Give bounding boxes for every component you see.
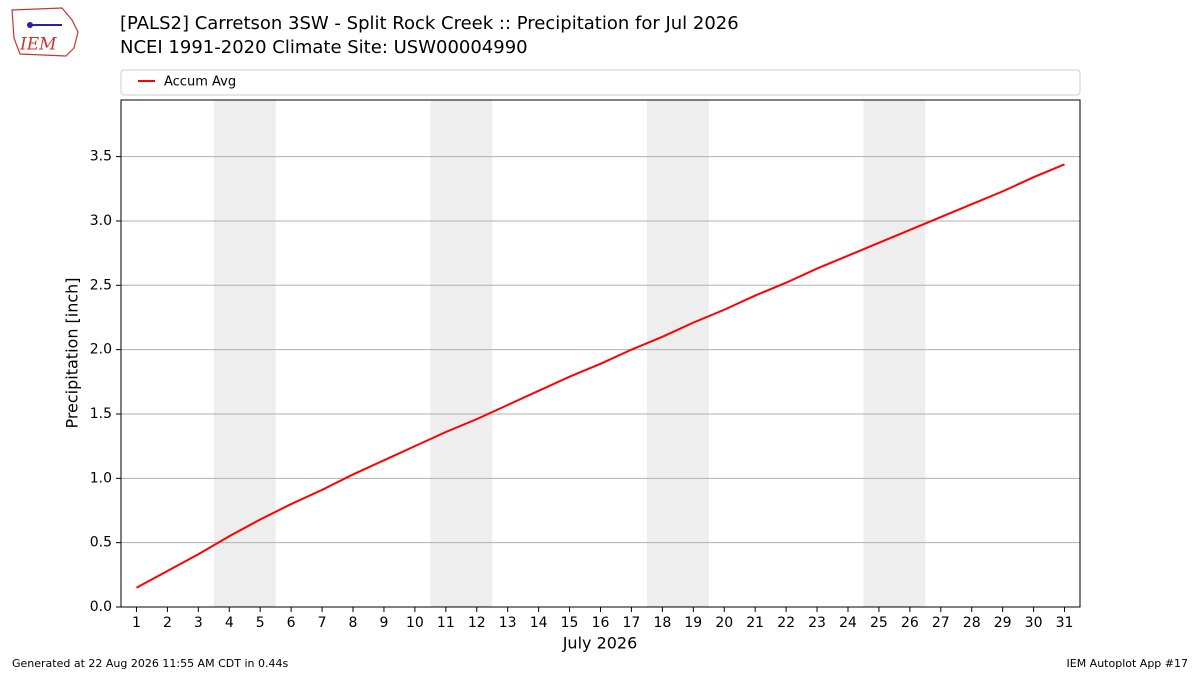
x-tick-label: 10 [406, 615, 424, 631]
x-tick-label: 7 [318, 615, 327, 631]
x-tick-label: 29 [994, 615, 1012, 631]
x-tick-label: 26 [901, 615, 919, 631]
x-tick-label: 20 [715, 615, 733, 631]
y-tick-label: 1.0 [90, 470, 112, 486]
legend-box [120, 69, 1081, 96]
y-tick-label: 0.5 [90, 535, 112, 551]
x-tick-label: 19 [684, 615, 702, 631]
weekend-shade [863, 100, 926, 607]
weekend-shade [213, 100, 276, 607]
data-line [135, 163, 1065, 589]
x-tick-label: 6 [287, 615, 296, 631]
x-tick-label: 15 [561, 615, 579, 631]
chart-title: [PALS2] Carretson 3SW - Split Rock Creek… [120, 13, 739, 34]
x-tick-label: 13 [499, 615, 517, 631]
x-tick-label: 24 [839, 615, 857, 631]
logo-icon [27, 22, 33, 28]
y-tick-label: 3.5 [90, 149, 112, 165]
legend-label: Accum Avg [164, 75, 236, 90]
x-tick-label: 16 [592, 615, 610, 631]
x-tick-label: 2 [163, 615, 172, 631]
y-tick-label: 0.0 [90, 599, 112, 615]
x-tick-label: 4 [225, 615, 234, 631]
x-tick-label: 11 [437, 615, 455, 631]
x-tick-label: 22 [777, 615, 795, 631]
chart-subtitle: NCEI 1991-2020 Climate Site: USW00004990 [120, 37, 528, 58]
x-tick-label: 8 [349, 615, 358, 631]
weekend-shade [646, 100, 709, 607]
y-axis-label: Precipitation [inch] [63, 277, 82, 428]
y-tick-label: 1.5 [90, 406, 112, 422]
logo: IEM [11, 7, 79, 57]
logo-outline [11, 7, 79, 57]
x-tick-label: 27 [932, 615, 950, 631]
x-axis-label: July 2026 [562, 634, 638, 653]
plot-frame [120, 99, 1081, 608]
logo-text: IEM [19, 35, 57, 55]
x-tick-label: 14 [530, 615, 548, 631]
x-tick-label: 1 [132, 615, 141, 631]
x-tick-label: 21 [746, 615, 764, 631]
weekend-shade [430, 100, 493, 607]
footer-left: Generated at 22 Aug 2026 11:55 AM CDT in… [12, 657, 288, 670]
x-tick-label: 23 [808, 615, 826, 631]
x-tick-label: 30 [1025, 615, 1043, 631]
x-tick-label: 3 [194, 615, 203, 631]
x-tick-label: 28 [963, 615, 981, 631]
y-tick-label: 2.5 [90, 277, 112, 293]
x-tick-label: 5 [256, 615, 265, 631]
x-tick-label: 12 [468, 615, 486, 631]
x-tick-label: 18 [653, 615, 671, 631]
y-tick-label: 2.0 [90, 342, 112, 358]
x-tick-label: 9 [379, 615, 388, 631]
y-tick-label: 3.0 [90, 213, 112, 229]
x-tick-label: 17 [623, 615, 641, 631]
x-tick-label: 31 [1056, 615, 1074, 631]
footer-right: IEM Autoplot App #17 [1067, 657, 1189, 670]
x-tick-label: 25 [870, 615, 888, 631]
